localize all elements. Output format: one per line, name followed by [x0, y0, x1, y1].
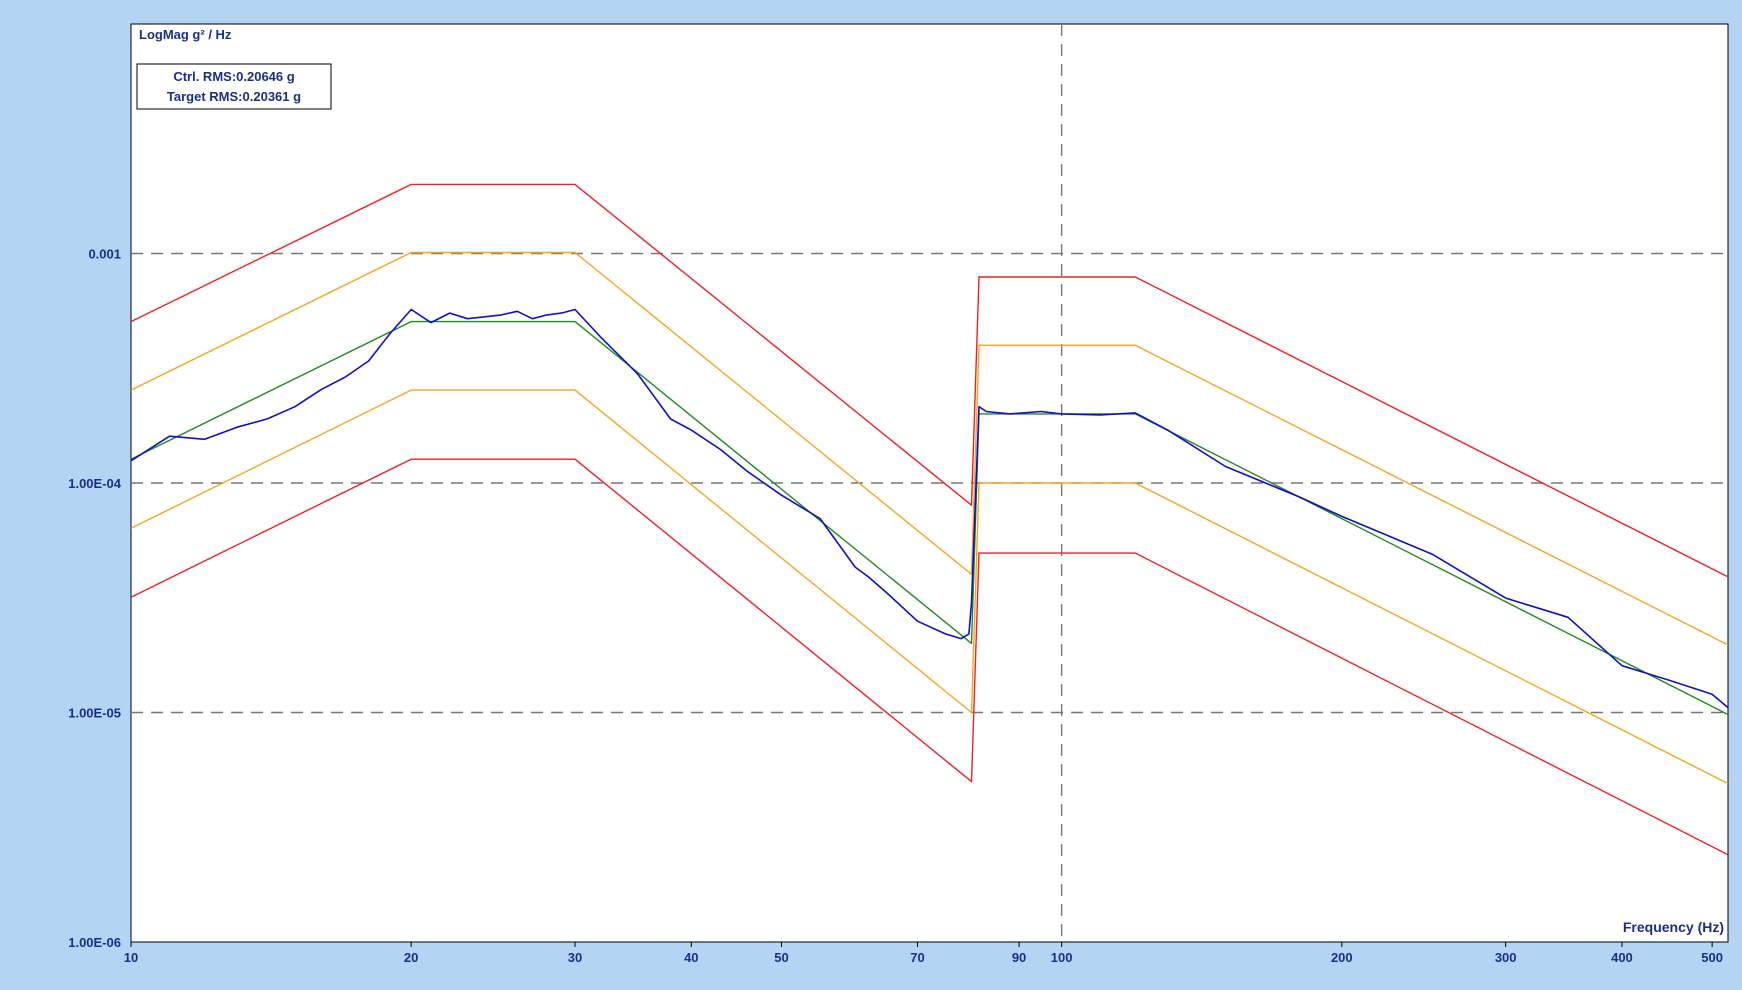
target-rms-text: Target RMS:0.20361 g: [167, 89, 301, 104]
x-tick-label: 40: [684, 950, 698, 965]
y-tick-label: 1.00E-05: [68, 706, 121, 721]
x-tick-label: 100: [1051, 950, 1073, 965]
series-alarm-high-line: [130, 251, 1729, 646]
x-tick-label: 90: [1012, 950, 1026, 965]
series-control-line: [130, 308, 1729, 709]
y-axis-label: LogMag g² / Hz: [139, 27, 232, 42]
series-alarm-low-line: [130, 389, 1729, 785]
series-layer: [130, 183, 1729, 856]
plot-area: [130, 23, 1729, 943]
series-abort-low-line: [130, 458, 1729, 856]
x-tick-label: 30: [568, 950, 582, 965]
x-tick-label: 400: [1611, 950, 1633, 965]
y-tick-label: 0.001: [88, 247, 121, 262]
x-tick-label: 10: [124, 950, 138, 965]
x-axis-label: Frequency (Hz): [1623, 919, 1724, 935]
x-tick-label: 300: [1495, 950, 1517, 965]
x-tick-label: 500: [1701, 950, 1723, 965]
y-tick-label: 1.00E-04: [68, 476, 122, 491]
x-tick-label: 50: [774, 950, 788, 965]
x-tick-label: 20: [404, 950, 418, 965]
x-tick-label: 70: [910, 950, 924, 965]
series-target-line: [130, 320, 1729, 716]
rms-box: [136, 63, 332, 110]
y-tick-label: 1.00E-06: [68, 935, 121, 950]
series-abort-high-line: [130, 183, 1729, 578]
grid-layer: [131, 24, 1728, 942]
x-tick-label: 200: [1331, 950, 1353, 965]
ctrl-rms-text: Ctrl. RMS:0.20646 g: [173, 69, 294, 84]
